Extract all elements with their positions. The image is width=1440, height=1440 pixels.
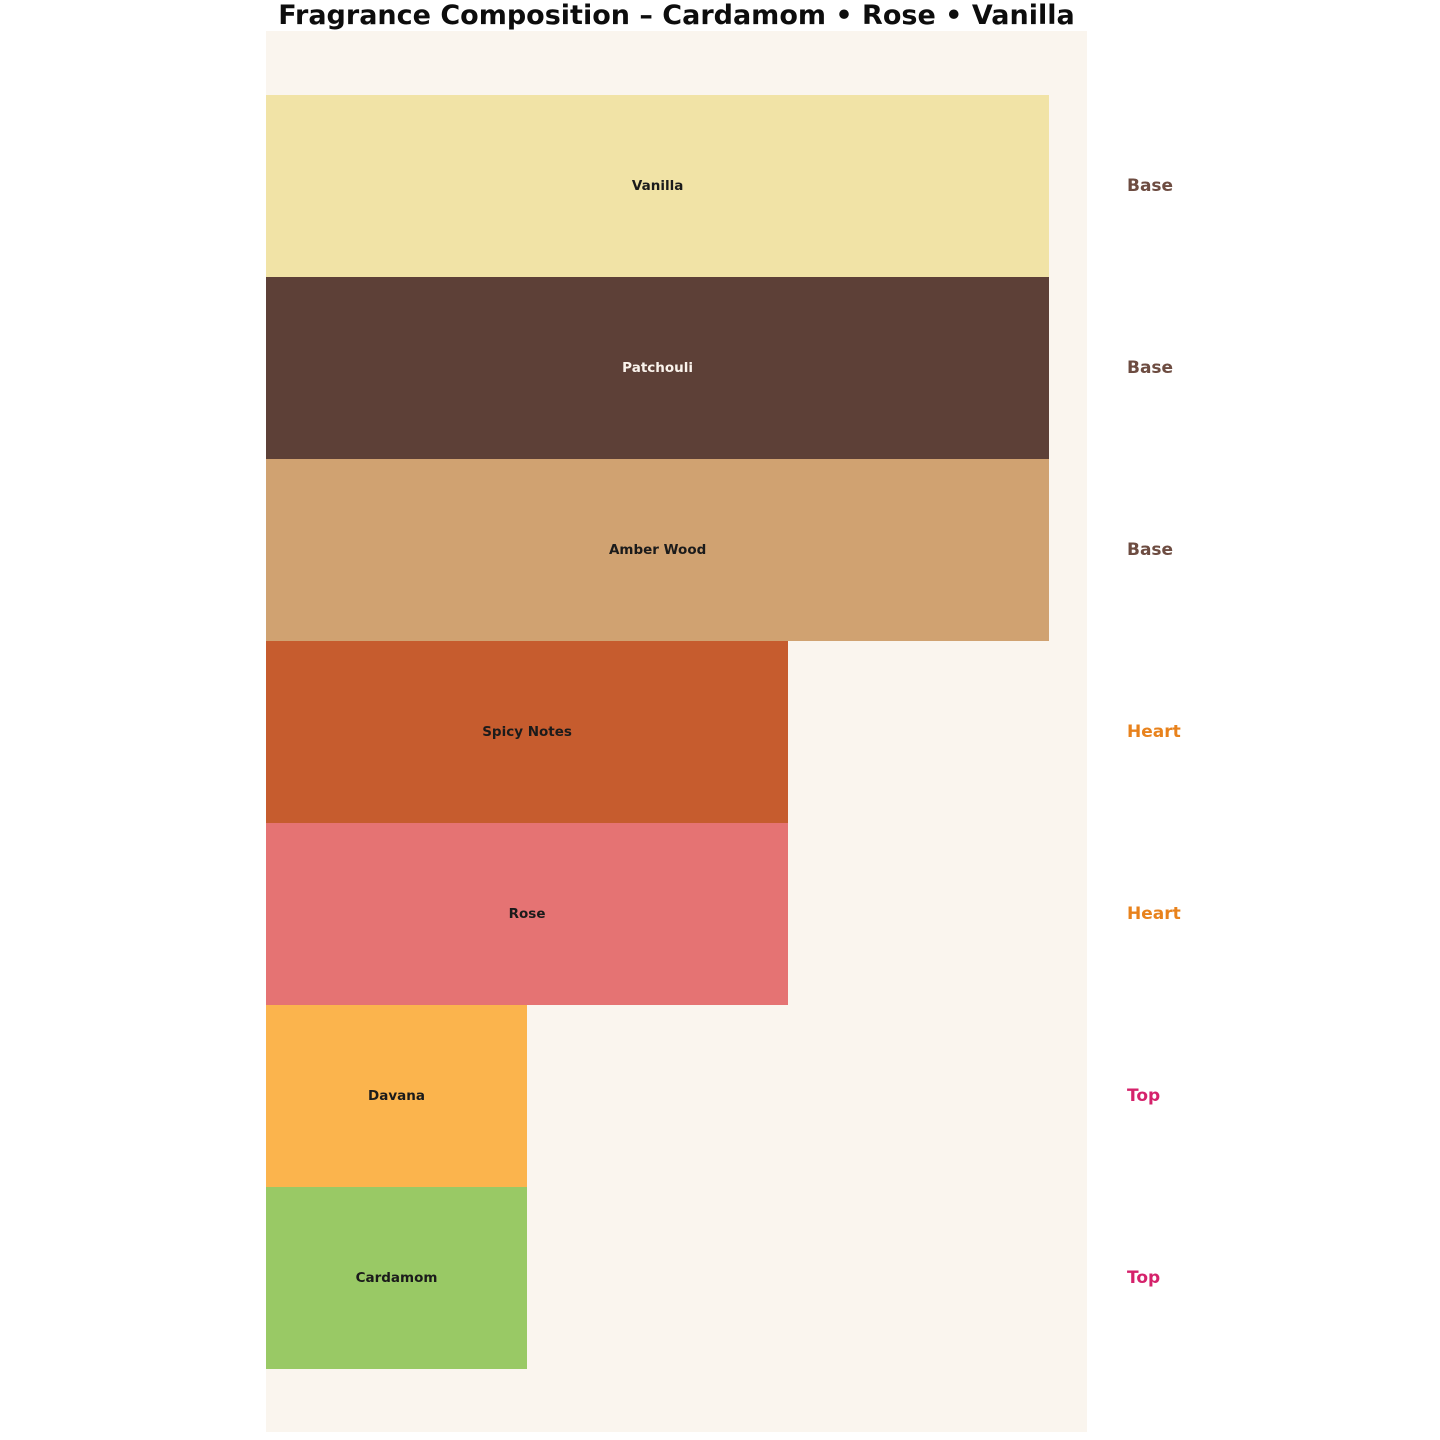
level-cell: Top (1127, 1187, 1181, 1369)
bar-label-spicy-notes: Spicy Notes (482, 724, 572, 740)
bar-label-amber-wood: Amber Wood (608, 542, 707, 558)
bar-label-patchouli: Patchouli (622, 360, 694, 376)
bar-row-rose: Rose (266, 823, 1087, 1005)
bar-row-davana: Davana (266, 1005, 1087, 1187)
bar-row-spicy-notes: Spicy Notes (266, 641, 1087, 823)
bar-vanilla: Vanilla (266, 95, 1050, 277)
bar-amber-wood: Amber Wood (266, 459, 1050, 641)
level-label-heart-2: Heart (1127, 904, 1181, 924)
bar-row-amber-wood: Amber Wood (266, 459, 1087, 641)
bars-container: Vanilla Patchouli Amber Wood Spicy Notes (266, 95, 1087, 1369)
bar-row-cardamom: Cardamom (266, 1187, 1087, 1369)
bar-davana: Davana (266, 1005, 528, 1187)
level-label-top-1: Top (1127, 1086, 1161, 1106)
plot-area: Vanilla Patchouli Amber Wood Spicy Notes (266, 31, 1087, 1432)
bar-cardamom: Cardamom (266, 1187, 528, 1369)
bar-spicy-notes: Spicy Notes (266, 641, 789, 823)
level-cell: Heart (1127, 641, 1181, 823)
bar-label-davana: Davana (368, 1088, 425, 1104)
level-cell: Base (1127, 95, 1181, 277)
bar-rose: Rose (266, 823, 789, 1005)
level-cell: Heart (1127, 823, 1181, 1005)
bar-patchouli: Patchouli (266, 277, 1050, 459)
chart-title: Fragrance Composition – Cardamom • Rose … (278, 0, 1075, 31)
level-cell: Base (1127, 459, 1181, 641)
level-label-base-2: Base (1127, 358, 1174, 378)
level-label-base-1: Base (1127, 176, 1174, 196)
level-cell: Base (1127, 277, 1181, 459)
bar-row-vanilla: Vanilla (266, 95, 1087, 277)
level-label-heart-1: Heart (1127, 722, 1181, 742)
level-cell: Top (1127, 1005, 1181, 1187)
level-label-top-2: Top (1127, 1268, 1161, 1288)
bar-row-patchouli: Patchouli (266, 277, 1087, 459)
bar-label-vanilla: Vanilla (631, 178, 684, 194)
level-labels-column: Base Base Base Heart Heart Top Top (1127, 95, 1181, 1369)
level-label-base-3: Base (1127, 540, 1174, 560)
bar-label-cardamom: Cardamom (355, 1270, 438, 1286)
bar-label-rose: Rose (508, 906, 546, 922)
